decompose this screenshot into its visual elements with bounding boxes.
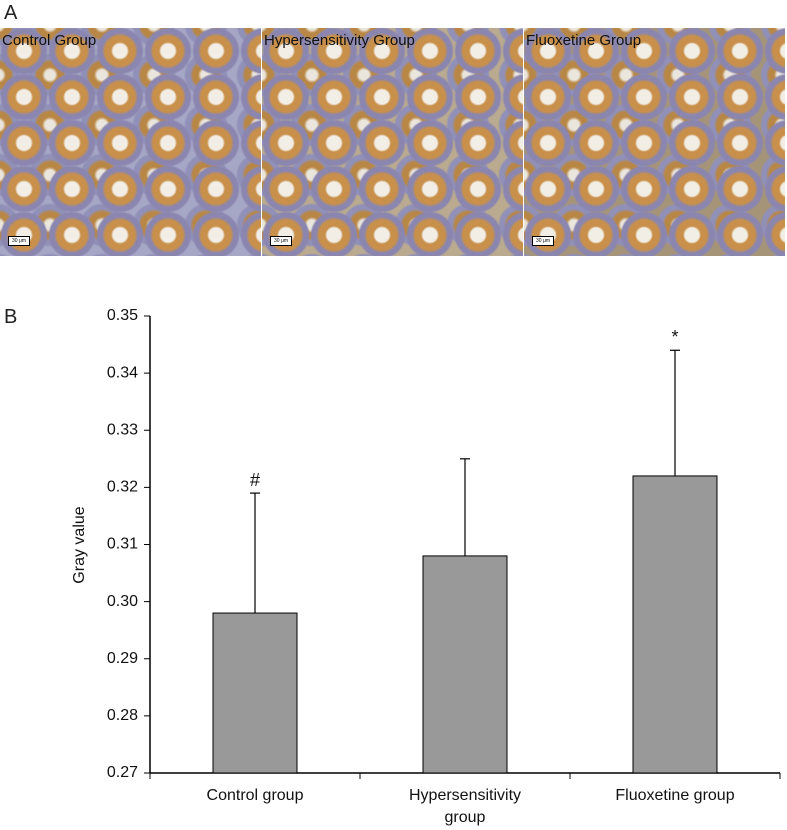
scale-bar: 30 μm [270, 236, 292, 246]
micrograph: Control Group 30 μm [0, 28, 261, 256]
y-tick-label: 0.30 [107, 593, 138, 610]
bar [632, 475, 718, 774]
x-tick-label: Control group [206, 787, 304, 804]
micrograph: Hypersensitivity Group 30 μm [262, 28, 523, 256]
y-tick-label: 0.31 [107, 536, 138, 553]
panel-label: A [4, 2, 18, 24]
bar [422, 555, 508, 774]
scale-bar: 30 μm [8, 236, 30, 246]
y-tick-label: 0.28 [107, 707, 138, 724]
y-axis-label: Gray value [71, 506, 88, 583]
y-tick-label: 0.33 [107, 421, 138, 438]
significance-marker: * [671, 327, 678, 347]
y-tick-label: 0.34 [107, 364, 138, 381]
y-tick-label: 0.32 [107, 479, 138, 496]
y-tick-label: 0.35 [107, 307, 138, 324]
image-caption: Fluoxetine Group [526, 32, 642, 49]
image-caption: Control Group [2, 32, 97, 49]
significance-marker: # [250, 470, 260, 490]
bar [212, 612, 298, 774]
y-tick-label: 0.29 [107, 650, 138, 667]
x-tick-label: Hypersensitivity group [408, 787, 522, 826]
scale-bar: 30 μm [532, 236, 554, 246]
micrograph: Fluoxetine Group 30 μm [524, 28, 785, 256]
image-caption: Hypersensitivity Group [264, 32, 415, 49]
y-tick-label: 0.27 [107, 764, 138, 781]
panel-label: B [4, 306, 18, 328]
x-tick-label: Fluoxetine group [615, 787, 735, 804]
